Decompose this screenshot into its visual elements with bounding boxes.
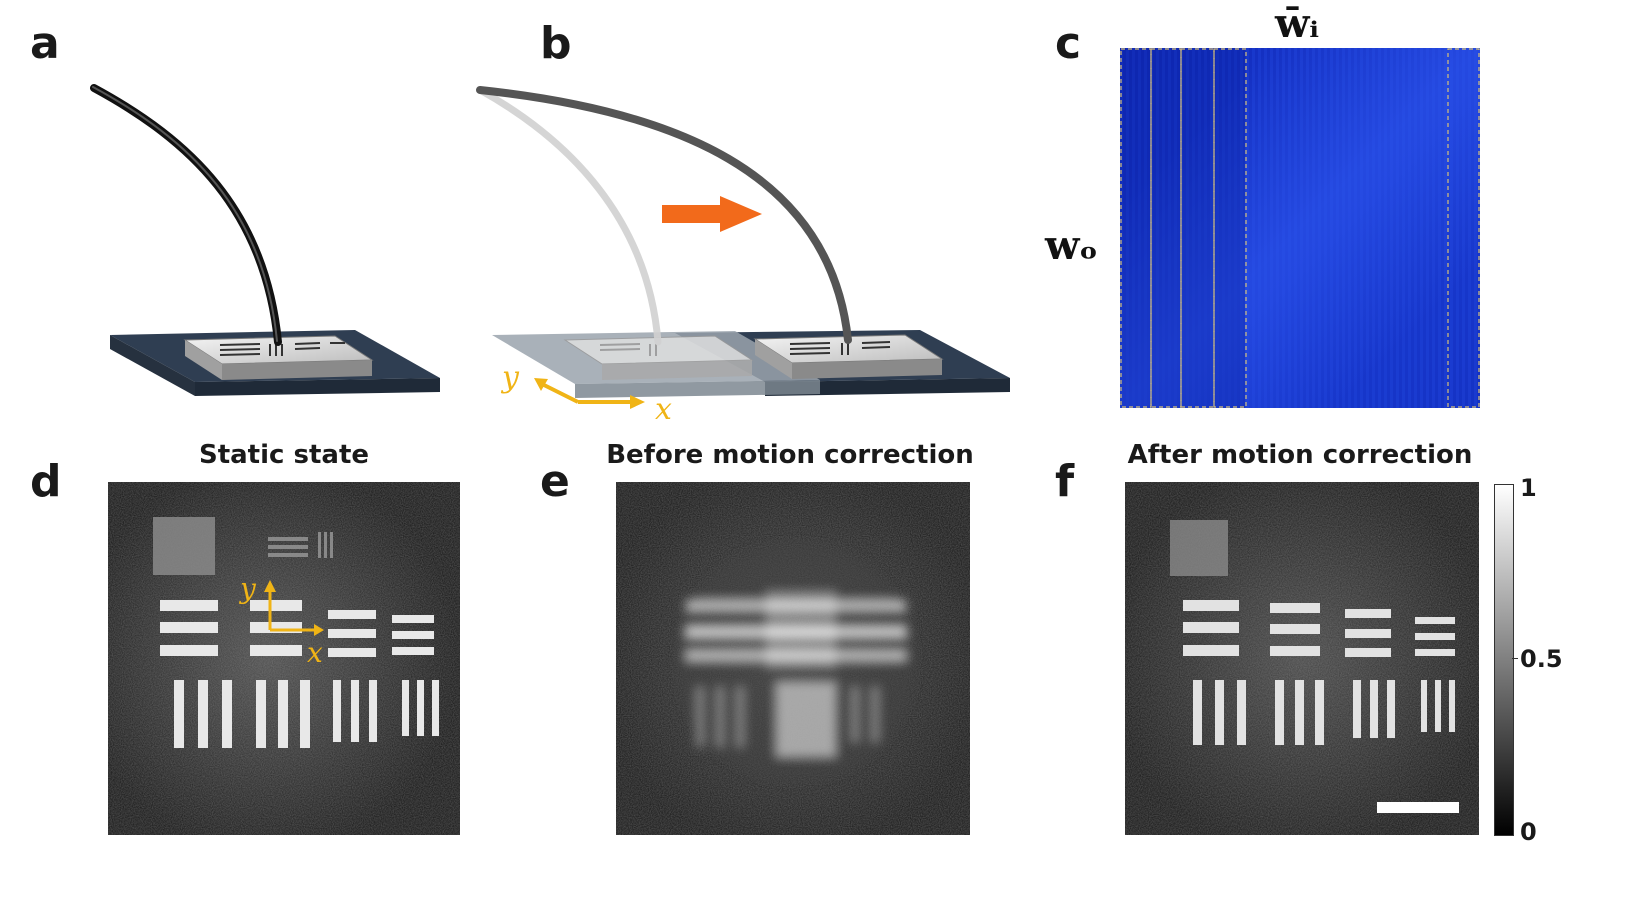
image-before-correction: [616, 482, 970, 835]
panel-letter-a: a: [30, 18, 60, 69]
axis-label-y-b: y: [502, 360, 519, 395]
panel-b-illustration: [476, 86, 1010, 409]
transmission-matrix: [1120, 48, 1480, 408]
matrix-row-label: wₒ: [1045, 222, 1099, 269]
scale-bar: [1377, 802, 1459, 813]
stage-axis-arrows: [534, 378, 645, 409]
optical-fiber-moved: [476, 86, 852, 344]
title-after-correction: After motion correction: [1127, 440, 1473, 470]
matrix-column-label: w̄ᵢ: [1275, 0, 1320, 47]
optical-fiber-original: [476, 86, 662, 346]
image-axis-arrows: [264, 580, 324, 636]
image-after-correction: [1125, 482, 1479, 835]
colorbar-label-min: 0: [1520, 818, 1537, 846]
panel-letter-c: c: [1055, 18, 1082, 69]
panel-a-illustration: [90, 84, 440, 396]
matrix-block-4: [1213, 48, 1247, 408]
matrix-block-1: [1120, 48, 1152, 408]
axis-label-x-d: x: [307, 636, 323, 669]
colorbar-label-mid: 0.5: [1520, 645, 1563, 673]
matrix-block-5: [1447, 48, 1480, 408]
panel-letter-b: b: [540, 18, 572, 69]
motion-arrow: [662, 196, 762, 232]
optical-fiber: [90, 84, 282, 346]
colorbar: [1494, 484, 1514, 836]
panel-letter-e: e: [540, 456, 570, 507]
axis-label-y-d: y: [240, 572, 256, 605]
title-static-state: Static state: [198, 440, 369, 470]
panel-letter-d: d: [30, 456, 62, 507]
title-before-correction: Before motion correction: [606, 440, 974, 470]
matrix-block-3: [1180, 48, 1215, 408]
colorbar-label-max: 1: [1520, 474, 1537, 502]
image-static-state: [108, 482, 460, 835]
matrix-block-2: [1150, 48, 1182, 408]
axis-label-x-b: x: [655, 392, 672, 427]
panel-letter-f: f: [1055, 456, 1075, 507]
